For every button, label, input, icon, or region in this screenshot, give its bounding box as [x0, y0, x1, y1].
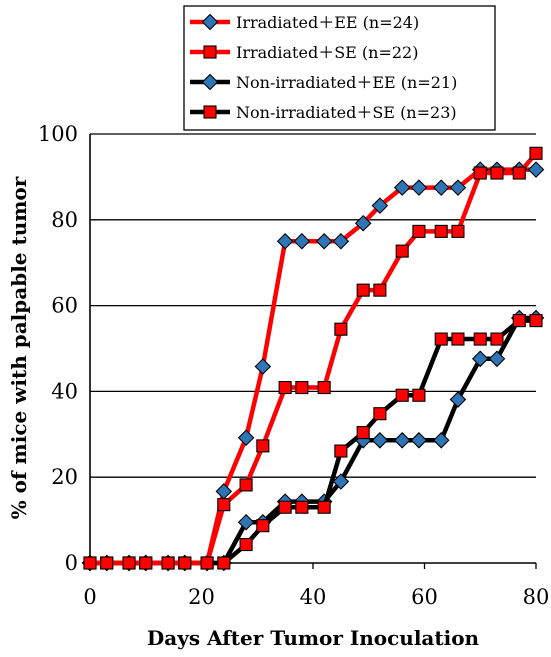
data-point-s3-21	[471, 350, 489, 368]
data-point-s4-11	[278, 500, 292, 514]
data-point-s4-15	[356, 426, 370, 440]
data-point-s3-18	[410, 432, 428, 449]
legend-label-3: Non-irradiated＋EE (n=21)	[236, 73, 457, 92]
legend-marker-2	[203, 45, 217, 59]
y-tick-label-20: 20	[51, 465, 78, 489]
series-line-1	[90, 167, 536, 566]
data-point-s4-18	[412, 388, 426, 402]
data-point-s2-8	[217, 498, 231, 512]
data-point-s2-1	[83, 556, 97, 570]
data-point-s4-22	[490, 332, 504, 346]
x-tick-label-0: 0	[83, 585, 96, 609]
axes: 0 20 40 60 80 100 0 20 40 60 80	[38, 122, 549, 609]
legend-marker-1	[201, 13, 219, 31]
legend-label-1: Irradiated＋EE (n=24)	[236, 13, 419, 32]
data-point-s2-4	[139, 556, 153, 570]
data-point-s2-22	[490, 166, 504, 180]
data-point-s1-11	[276, 232, 294, 250]
y-tick-label-80: 80	[51, 208, 78, 232]
data-point-s1-10	[254, 358, 272, 375]
data-point-s4-20	[451, 332, 465, 346]
data-point-s1-9	[237, 429, 255, 447]
data-point-s2-20	[451, 224, 465, 238]
data-point-s3-19	[432, 432, 450, 449]
series-3	[81, 309, 545, 572]
y-tick-label-100: 100	[38, 122, 78, 146]
data-point-s3-17	[393, 432, 411, 449]
data-point-s4-8	[217, 556, 231, 570]
legend-box	[183, 5, 496, 131]
gridlines	[90, 133, 536, 478]
data-point-s2-5	[161, 556, 175, 570]
data-point-s1-24	[527, 161, 545, 178]
series-lines	[81, 146, 545, 572]
data-point-s4-9	[239, 538, 253, 552]
data-point-s2-7	[200, 556, 214, 570]
data-point-s1-12	[293, 232, 311, 250]
data-point-s4-10	[256, 519, 270, 533]
data-point-s1-20	[449, 179, 467, 196]
data-point-s2-3	[122, 556, 136, 570]
x-tick-label-40: 40	[300, 585, 327, 609]
data-point-s3-20	[449, 391, 467, 408]
y-tick-label-60: 60	[51, 294, 78, 318]
data-point-s2-21	[473, 166, 487, 180]
y-tick-label-40: 40	[51, 379, 78, 403]
data-point-s1-17	[393, 179, 411, 196]
legend-marker-3	[201, 73, 219, 91]
data-point-s1-15	[354, 214, 372, 232]
data-point-s1-16	[371, 197, 389, 214]
data-point-s4-19	[434, 332, 448, 346]
data-point-s2-17	[395, 244, 409, 258]
data-point-s3-14	[332, 473, 350, 490]
data-point-s4-23	[512, 314, 526, 328]
data-point-s4-24	[529, 314, 543, 328]
data-point-s4-17	[395, 388, 409, 402]
data-point-s3-9	[237, 513, 255, 531]
data-point-s2-19	[434, 224, 448, 238]
legend: Irradiated＋EE (n=24) Irradiated＋SE (n=22)…	[183, 5, 496, 131]
legend-marker-4	[203, 105, 217, 119]
x-tick-label-60: 60	[411, 585, 438, 609]
y-tick-label-0: 0	[65, 551, 78, 575]
data-point-s1-14	[332, 232, 350, 250]
data-point-s1-8	[215, 483, 233, 500]
data-point-s4-16	[373, 407, 387, 421]
series-4	[83, 314, 543, 570]
data-point-s4-21	[473, 332, 487, 346]
data-point-s2-10	[256, 439, 270, 453]
data-point-s2-23	[512, 166, 526, 180]
data-point-s4-14	[334, 444, 348, 458]
data-point-s1-19	[432, 179, 450, 196]
y-axis-title: % of mice with palpable tumor	[7, 176, 31, 519]
x-tick-label-20: 20	[188, 585, 215, 609]
legend-label-4: Non-irradiated＋SE (n=23)	[236, 103, 457, 122]
data-point-s2-9	[239, 478, 253, 492]
data-point-s2-18	[412, 224, 426, 238]
x-tick-label-80: 80	[523, 585, 550, 609]
data-point-s4-12	[295, 500, 309, 514]
x-axis-title: Days After Tumor Inoculation	[147, 626, 480, 650]
series-2	[83, 146, 543, 570]
data-point-s3-16	[371, 432, 389, 449]
data-point-s2-24	[529, 146, 543, 160]
data-point-s2-16	[373, 283, 387, 297]
data-point-s3-22	[488, 350, 506, 368]
data-point-s2-13	[317, 380, 331, 395]
data-point-s1-18	[410, 179, 428, 196]
data-point-s1-13	[315, 232, 333, 250]
series-line-3	[90, 315, 536, 566]
data-point-s2-15	[356, 283, 370, 297]
legend-label-2: Irradiated＋SE (n=22)	[236, 43, 418, 62]
data-point-s2-6	[178, 556, 192, 570]
data-point-s4-13	[317, 500, 331, 514]
series-line-4	[90, 318, 536, 566]
data-point-s2-14	[334, 322, 348, 336]
data-point-s2-12	[295, 380, 309, 395]
data-point-s2-11	[278, 380, 292, 395]
data-point-s2-2	[100, 556, 114, 570]
